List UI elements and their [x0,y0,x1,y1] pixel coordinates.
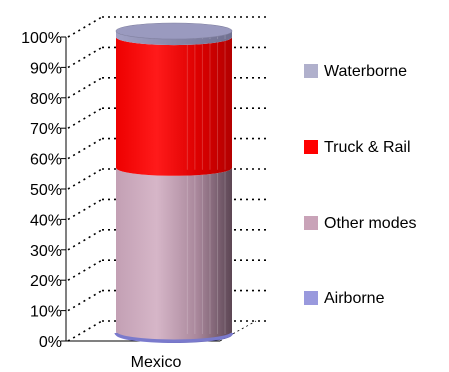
grid-connector [67,16,103,38]
legend-label: Waterborne [324,63,407,80]
y-tick-label: 20% [30,273,62,290]
legend-label: Airborne [324,290,385,307]
bar-segment-body [116,37,232,176]
legend-label: Truck & Rail [324,139,411,156]
y-tick-label: 50% [30,182,62,199]
grid-connector [67,77,103,99]
y-tick-label: 40% [30,212,62,229]
gridlines [67,16,268,342]
grid-connector [67,46,103,69]
category-axis: Mexico [131,354,182,371]
bar-segment-other-modes [116,167,232,340]
y-tick-label: 30% [30,243,62,260]
grid-connector [67,107,103,129]
y-tick-label: 0% [39,334,62,351]
bar-bottom-rim [114,332,234,343]
y-tick-label: 90% [30,60,62,77]
legend-item: Other modes [304,215,416,232]
bar-segment-body [116,167,232,340]
legend-item: Airborne [304,290,385,307]
legend-item: Waterborne [304,63,407,80]
cylinder-bar [114,22,234,343]
grid-connector [67,137,103,160]
y-tick-label: 10% [30,304,62,321]
grid-connector [67,168,103,190]
y-tick-label: 60% [30,152,62,169]
grid-connector [67,229,103,251]
y-tick-label: 70% [30,121,62,138]
grid-connector [67,320,103,342]
legend-item: Truck & Rail [304,139,411,156]
grid-connector [67,289,103,312]
legend-swatch [304,140,318,154]
bar-top-cap [115,22,233,40]
axis-layer: 0% 10% 20% 30% 40% 50% 60% 70% 80% 90% 100% [21,30,257,351]
grid-connector [67,259,103,281]
x-tick-label: Mexico [131,354,182,371]
bar-segment-truck-rail [116,37,232,176]
y-tick-label: 100% [21,30,62,47]
legend-swatch [304,64,318,78]
legend-swatch [304,291,318,305]
y-tick-label: 80% [30,91,62,108]
bar-segment-body [116,31,232,46]
legend: Waterborne Truck & Rail Other modes Airborn… [304,63,416,307]
legend-label: Other modes [324,215,416,232]
grid-connector [67,198,103,221]
legend-swatch [304,216,318,230]
